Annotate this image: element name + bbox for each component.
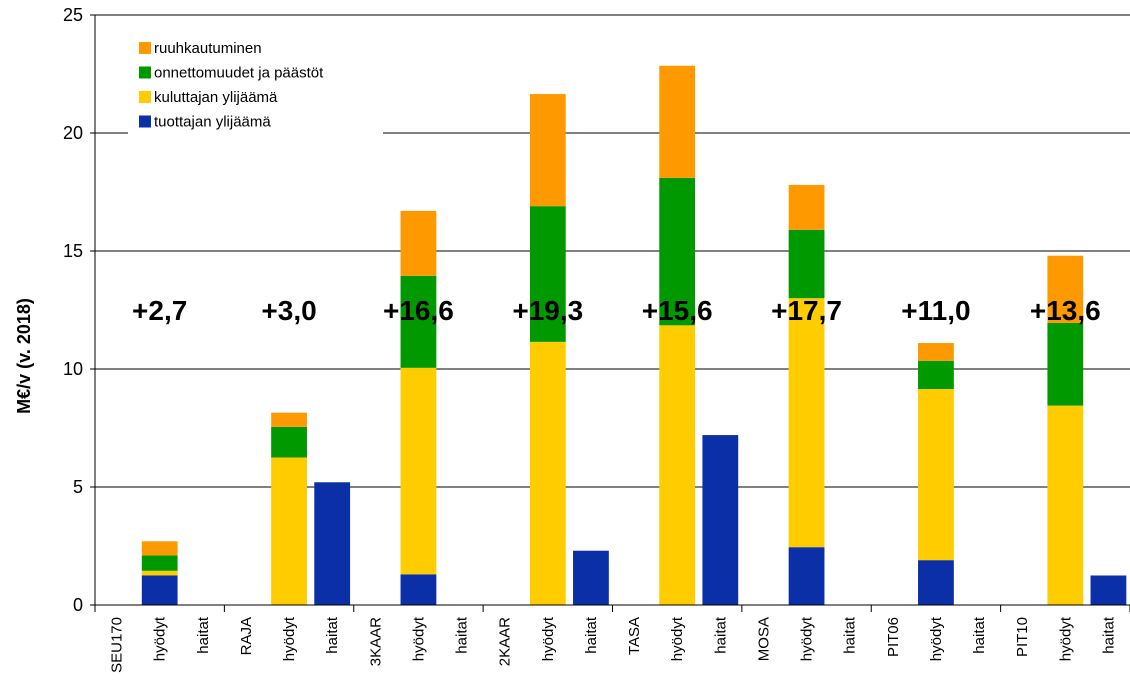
total-annotations: +2,7 +3,0 +16,6 +19,3 +15,6 +17,7 +11,0 +13,6 [132,295,1101,326]
bar-segment [141,575,178,605]
bar-segment [529,206,566,342]
y-tick-label: 10 [63,359,83,379]
total-annotation: +3,0 [261,295,316,326]
category-label: hyödyt [410,616,427,661]
bar-segment [1047,255,1084,323]
legend-label: tuottajan ylijäämä [154,114,271,131]
legend-swatch [139,115,151,128]
category-label: hyödyt [281,616,298,661]
bar-segment [1047,322,1084,406]
category-label: hyödyt [540,616,557,661]
legend-label: onnettomuudet ja päästöt [154,65,324,82]
category-label: haitat [583,616,600,654]
total-annotation: +15,6 [642,295,713,326]
category-label: haitat [842,616,859,654]
category-label: 2KAAR [497,617,514,666]
bar-segment [788,298,825,548]
bar-segment [141,570,178,576]
y-axis-label: M€/v (v. 2018) [14,298,34,414]
legend: ruuhkautuminen onnettomuudet ja päästöt ku… [128,34,383,134]
bar-segment [573,550,609,605]
bar-segment [529,94,566,207]
bar-segment [400,367,437,575]
total-annotation: +16,6 [383,295,454,326]
bar-segment [141,541,178,556]
bar-segment [271,412,307,427]
bar-segment [659,177,696,326]
bar-segment [659,65,696,178]
category-label: haitat [195,616,212,654]
total-annotation: +13,6 [1030,295,1101,326]
category-label: hyödyt [1057,616,1074,661]
legend-swatch [139,42,151,54]
y-tick-label: 25 [63,5,83,25]
legend-label: kuluttajan ylijäämä [154,89,278,106]
bar-segment [918,560,954,605]
bar-segment [271,457,307,605]
bar-segment [659,325,696,605]
category-label: 3KAAR [367,617,384,666]
bar-segment [400,210,437,276]
bar-segment [314,482,351,605]
total-annotation: +2,7 [132,295,187,326]
bar-segment [918,389,954,561]
bar-segment [788,229,825,299]
total-annotation: +19,3 [512,295,583,326]
legend-background [128,34,383,134]
y-tick-label: 20 [63,123,83,143]
bar-segment [529,341,566,605]
category-label: hyödyt [928,616,945,661]
bar-segment [400,275,437,368]
category-label: haitat [1100,616,1117,654]
legend-label: ruuhkautuminen [154,40,262,57]
bar-segment [400,574,437,605]
bar-segment [1090,575,1127,605]
category-label: haitat [971,616,988,654]
category-label: haitat [324,616,341,654]
axes [90,14,1130,612]
bar-segment [702,435,739,605]
bar-segment [788,547,825,605]
total-annotation: +17,7 [771,295,842,326]
category-label: hyödyt [799,616,816,661]
bar-segment [271,426,307,458]
y-tick-labels: 0 5 10 15 20 25 [63,5,83,615]
category-label: SEU170 [109,617,126,673]
bar-segment [918,360,954,390]
legend-swatch [139,91,151,103]
category-label: hyödyt [152,616,169,661]
category-label: PIT06 [885,617,902,657]
category-label: haitat [712,616,729,654]
y-tick-label: 5 [73,477,83,497]
legend-swatch [139,66,151,79]
bar-segment [788,184,825,230]
bar-series [141,65,1127,605]
category-label: MOSA [755,617,772,661]
total-annotation: +11,0 [901,295,970,326]
category-label: hyödyt [669,616,686,661]
category-label: TASA [626,617,643,655]
category-label: RAJA [238,617,255,655]
bar-segment [1047,405,1084,605]
bar-segment [141,555,178,571]
y-tick-label: 0 [73,595,83,615]
category-labels: SEU170 hyödyt haitat RAJA hyödyt haitat 3KAAR h… [109,616,1118,673]
bar-segment [918,343,954,361]
category-label: haitat [454,616,471,654]
category-label: PIT10 [1014,617,1031,657]
y-tick-label: 15 [63,241,83,261]
